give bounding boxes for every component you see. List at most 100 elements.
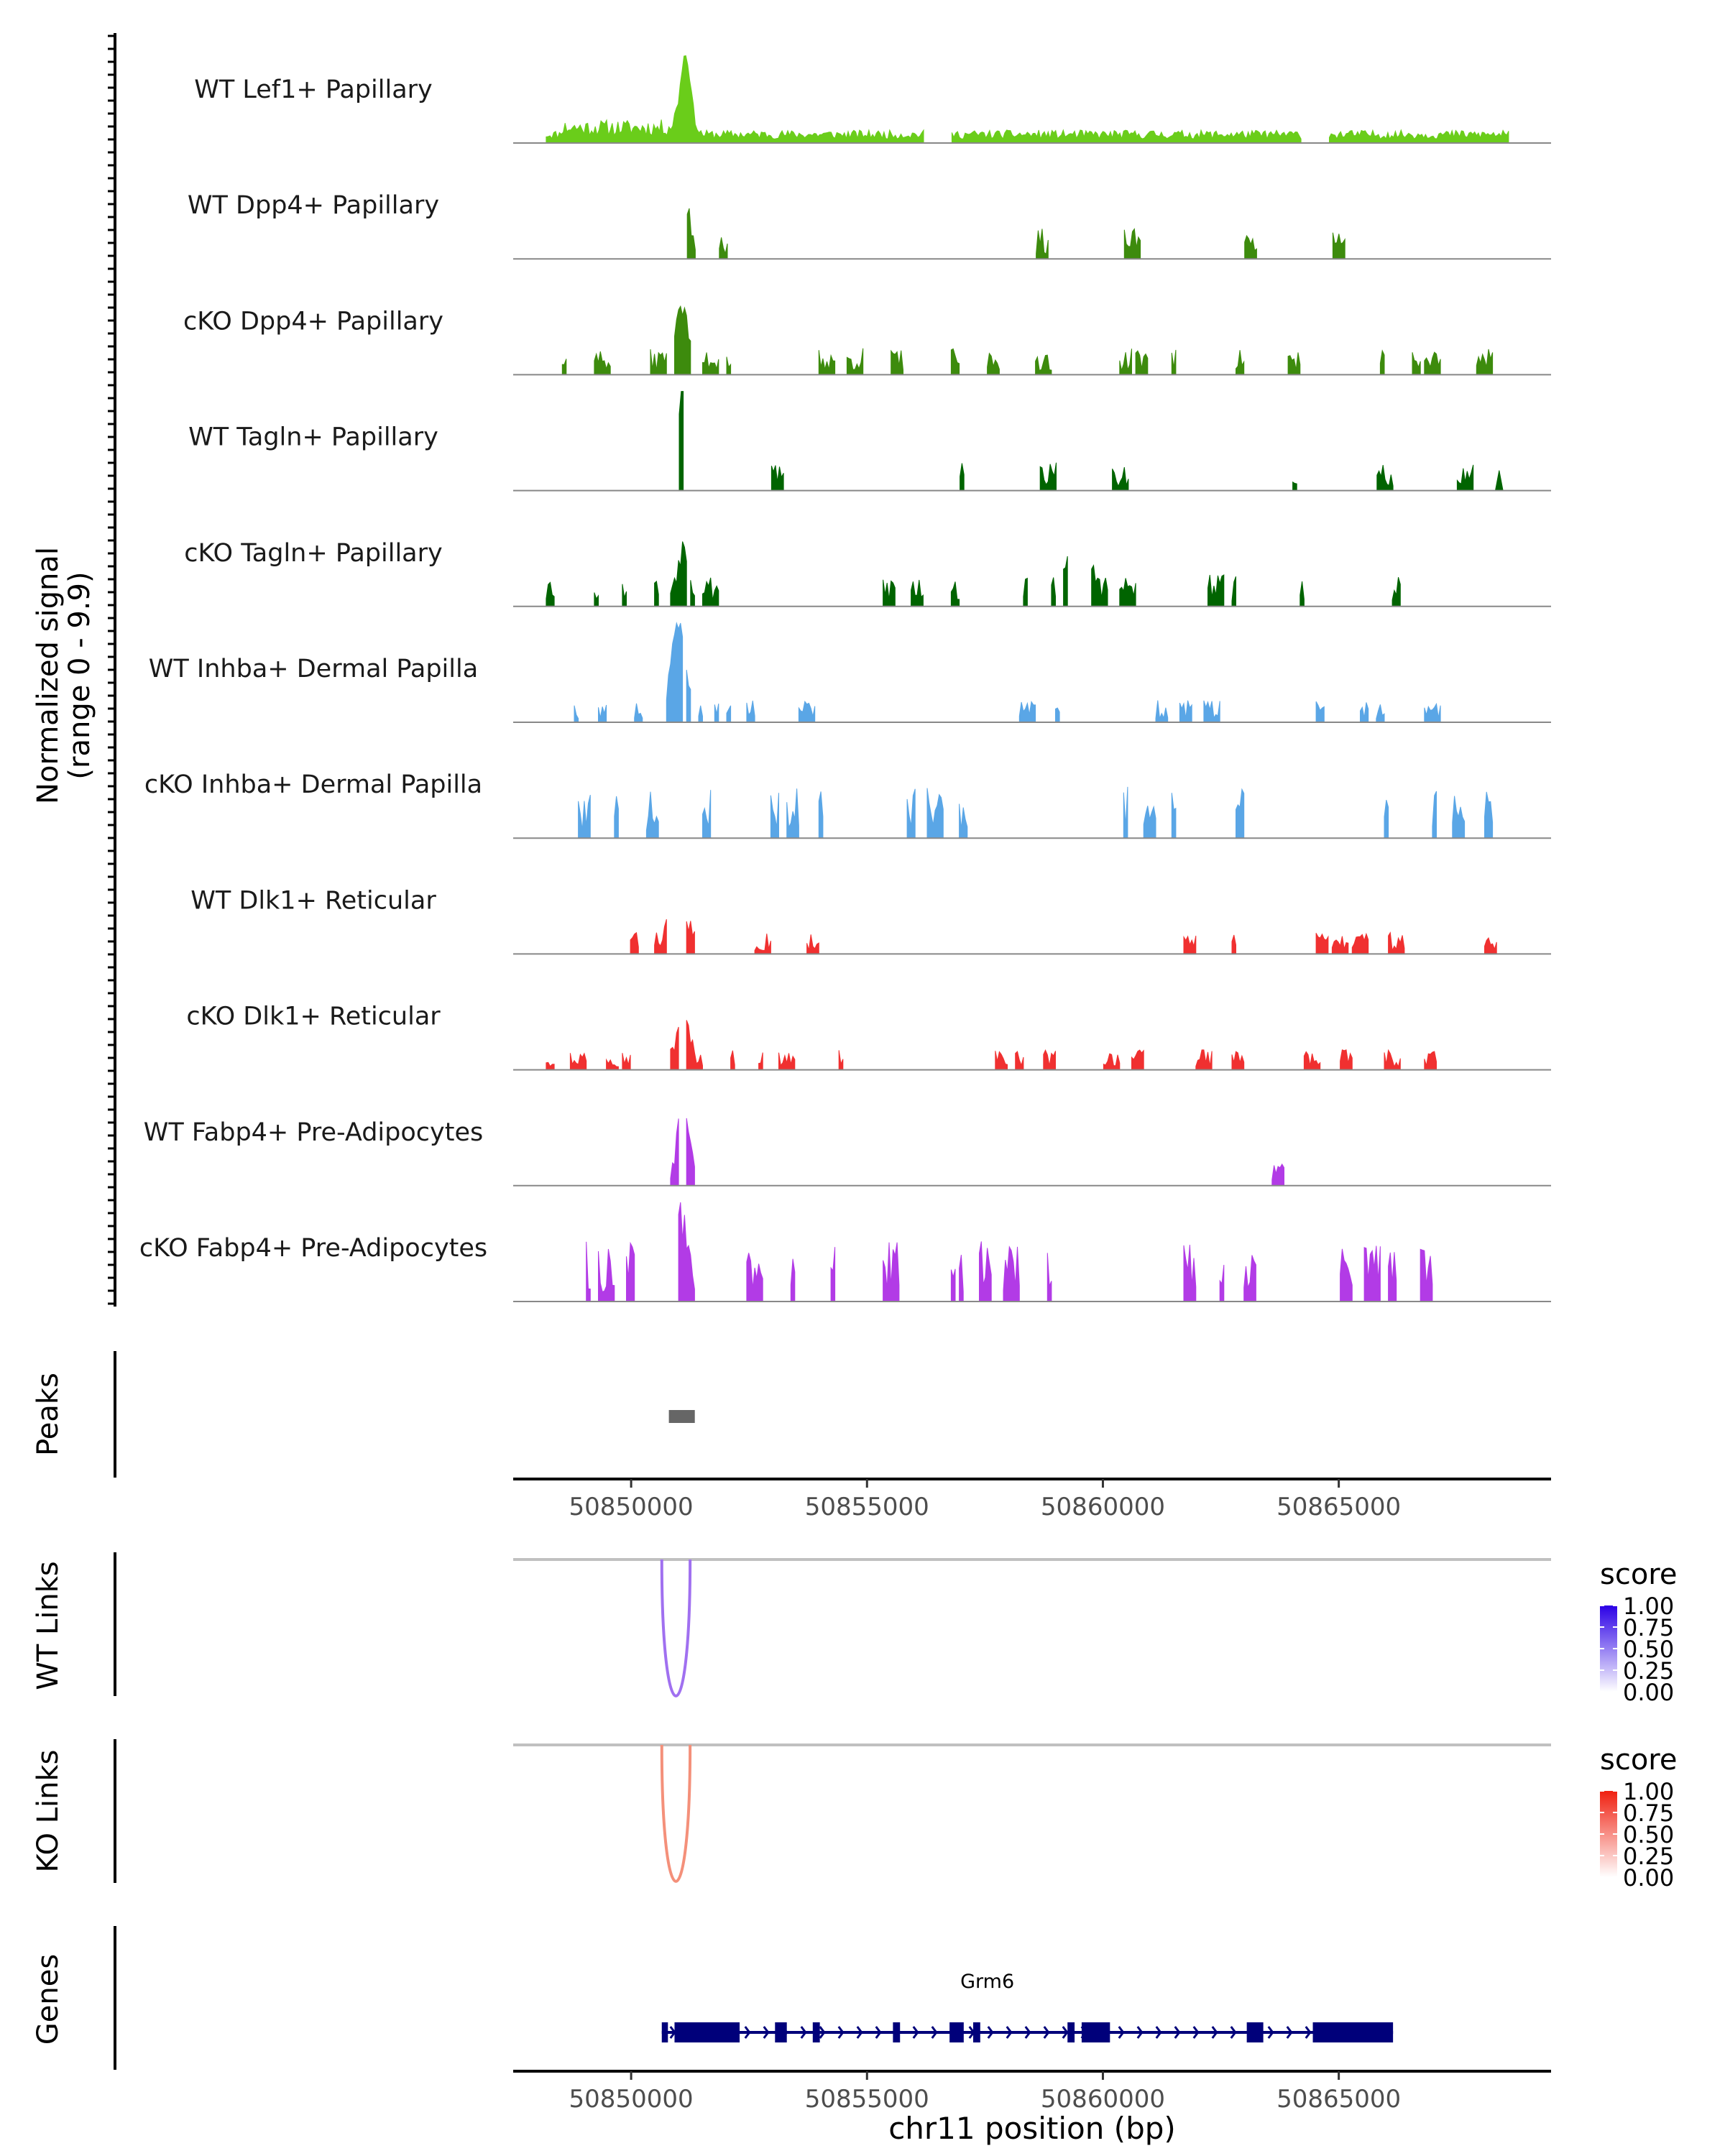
legend-tick-label: 1.00 [1623, 1778, 1674, 1805]
genes-panel: Genes Grm6 [32, 1926, 1394, 2070]
x-axis-tick-label: 50850000 [569, 1493, 694, 1521]
coverage-signal [546, 541, 1401, 607]
gene-exon [1067, 2022, 1075, 2042]
gene-strand-arrow [1305, 2026, 1312, 2039]
gene-strand-arrow [1024, 2026, 1031, 2039]
gene-exon [661, 2022, 668, 2042]
signal-axis-ticks [108, 34, 115, 1305]
coverage-signal [678, 391, 1504, 492]
gene-strand-arrow [1267, 2026, 1274, 2039]
wt-score-legend-title: score [1600, 1558, 1677, 1591]
wt-links-label: WT Links [32, 1561, 65, 1690]
gene-strand-arrow [875, 2026, 882, 2039]
coverage-track: cKO Dpp4+ Papillary [183, 305, 1551, 376]
coverage-track: WT Inhba+ Dermal Papilla [149, 622, 1551, 723]
x-axis-tick-label: 50850000 [569, 2085, 694, 2114]
ko-link-arc [660, 1744, 692, 1883]
gene-strand-arrow [837, 2026, 845, 2039]
track-label: cKO Inhba+ Dermal Papilla [144, 770, 482, 799]
wt-link-arc [660, 1559, 692, 1697]
ko-links-label: KO Links [32, 1750, 65, 1873]
gene-strand-arrow [931, 2026, 938, 2039]
x-axis-tick-label: 50860000 [1041, 2085, 1165, 2114]
legend-tick-label: 0.00 [1623, 1864, 1674, 1892]
gene-exon [812, 2022, 820, 2042]
gene-strand-arrow [763, 2026, 770, 2039]
x-axis-tick-label: 50855000 [805, 1493, 929, 1521]
gene-strand-arrow [744, 2026, 751, 2039]
legend-tick-label: 1.00 [1623, 1593, 1674, 1620]
peaks-label: Peaks [32, 1373, 65, 1456]
gene-exon [1081, 2022, 1110, 2042]
gene-exon [775, 2022, 787, 2042]
gene-strand-arrow [1006, 2026, 1013, 2039]
gene-strand-arrow [912, 2026, 919, 2039]
signal-axis-range-label: (range 0 - 9.9) [63, 571, 96, 779]
gene-exon [972, 2022, 980, 2042]
ko-score-legend-ticks: 1.000.750.500.250.00 [1600, 1778, 1674, 1892]
ko-links-panel: KO Links score 1.000.750.500.250.00 [32, 1739, 1677, 1892]
legend-tick-label: 0.00 [1623, 1679, 1674, 1706]
track-label: WT Dlk1+ Reticular [190, 886, 436, 915]
gene-exon [949, 2022, 964, 2042]
track-label: WT Inhba+ Dermal Papilla [149, 655, 478, 683]
legend-tick-label: 0.25 [1623, 1843, 1674, 1870]
coverage-track: cKO Tagln+ Papillary [184, 539, 1551, 607]
gene-exon [1246, 2022, 1264, 2042]
signal-axis: Normalized signal (range 0 - 9.9) [32, 33, 116, 1307]
gene-name-label: Grm6 [960, 1971, 1014, 1993]
coverage-signal [574, 622, 1441, 723]
gene-model [661, 2022, 1394, 2042]
gene-strand-arrow [1136, 2026, 1144, 2039]
coverage-track: WT Lef1+ Papillary [194, 55, 1551, 144]
coverage-track: WT Dlk1+ Reticular [190, 886, 1551, 955]
coverage-signal [546, 55, 1509, 144]
gene-strand-arrow [987, 2026, 994, 2039]
gene-strand-arrow [1230, 2026, 1237, 2039]
wt-score-legend: score 1.000.750.500.250.00 [1600, 1558, 1677, 1706]
legend-tick-label: 0.75 [1623, 1614, 1674, 1641]
coverage-track: cKO Dlk1+ Reticular [186, 1003, 1551, 1071]
gene-strand-arrow [856, 2026, 863, 2039]
ko-score-legend: score 1.000.750.500.250.00 [1600, 1743, 1677, 1892]
gene-exon [893, 2022, 901, 2042]
coverage-track: cKO Inhba+ Dermal Papilla [144, 770, 1551, 839]
coverage-signal [578, 786, 1494, 839]
legend-tick-label: 0.25 [1623, 1657, 1674, 1685]
coverage-tracks: WT Lef1+ Papillary WT Dpp4+ Papillary cKO … [139, 55, 1551, 1302]
wt-score-legend-ticks: 1.000.750.500.250.00 [1600, 1593, 1674, 1706]
legend-tick-label: 0.50 [1623, 1636, 1674, 1663]
track-label: cKO Tagln+ Papillary [184, 539, 443, 568]
coverage-signal [670, 1118, 1284, 1187]
x-axis-title: chr11 position (bp) [888, 2111, 1176, 2146]
gene-strand-arrow [1118, 2026, 1125, 2039]
x-axis-tick-label: 50855000 [805, 2085, 929, 2114]
ko-score-legend-title: score [1600, 1743, 1677, 1777]
genomic-axis-bottom: chr11 position (bp) 50850000 50855000 5086… [513, 2070, 1551, 2146]
coverage-track: WT Tagln+ Papillary [188, 391, 1551, 492]
x-axis-tick-label: 50865000 [1276, 2085, 1401, 2114]
gene-strand-arrow [1043, 2026, 1050, 2039]
gene-strand-arrow [1155, 2026, 1162, 2039]
coverage-signal [546, 1020, 1437, 1071]
track-label: cKO Dpp4+ Papillary [183, 307, 443, 336]
coverage-track: WT Fabp4+ Pre-Adipocytes [144, 1118, 1551, 1187]
coverage-track: WT Dpp4+ Papillary [188, 191, 1551, 260]
gene-strand-arrow [1174, 2026, 1181, 2039]
peaks-panel: Peaks [32, 1351, 695, 1478]
gene-strand-arrow [800, 2026, 807, 2039]
gene-strand-arrow [1192, 2026, 1200, 2039]
coverage-track: cKO Fabp4+ Pre-Adipocytes [139, 1202, 1551, 1302]
track-label: cKO Dlk1+ Reticular [186, 1003, 441, 1031]
gene-strand-arrow [1286, 2026, 1293, 2039]
wt-links-panel: WT Links score 1.000.750.500.250.00 [32, 1552, 1677, 1706]
gene-strand-arrow [1062, 2026, 1069, 2039]
gene-exon [674, 2022, 740, 2042]
coverage-signal [630, 918, 1497, 954]
peak-bar [668, 1410, 695, 1423]
signal-axis-label: Normalized signal [32, 547, 65, 804]
gene-strand-arrow [819, 2026, 826, 2039]
coverage-signal [561, 305, 1494, 375]
gene-exon [1312, 2022, 1394, 2042]
